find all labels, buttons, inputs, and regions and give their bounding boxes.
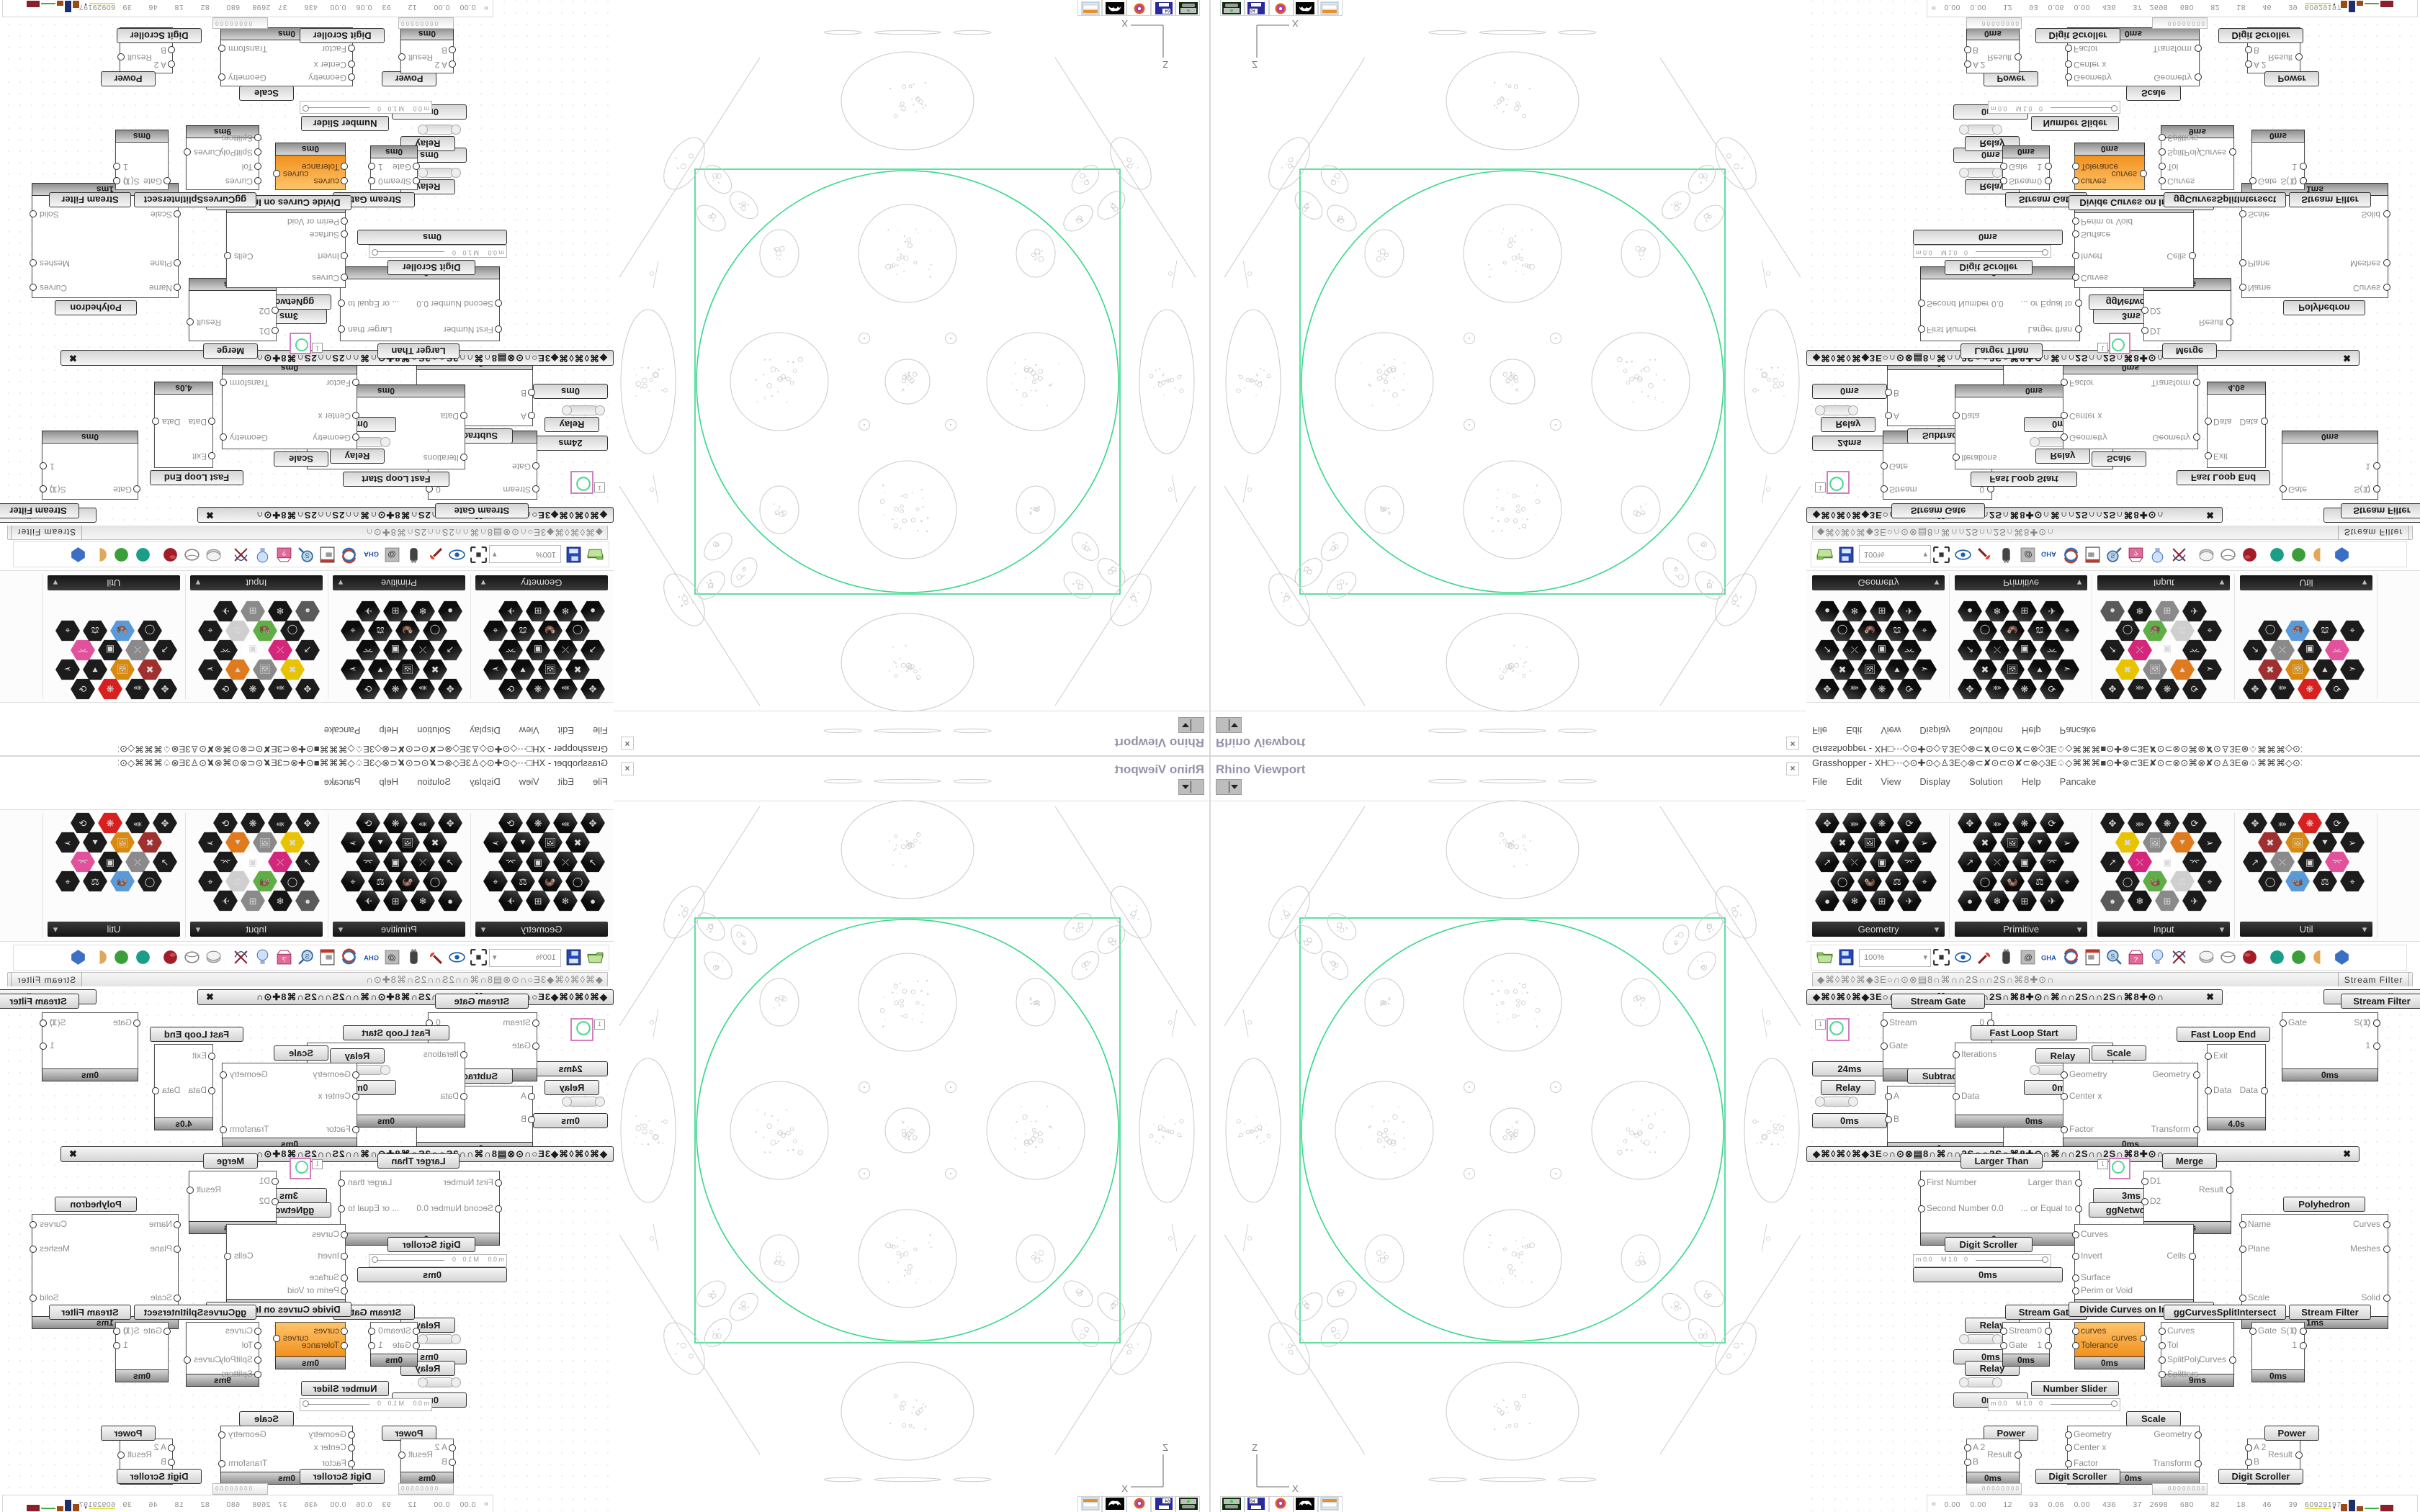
svg-text:?: ? <box>282 956 287 964</box>
svg-text:GHA: GHA <box>2041 550 2056 557</box>
svg-text:@: @ <box>2024 549 2033 558</box>
svg-text:GHA: GHA <box>364 955 379 962</box>
svg-text:@: @ <box>387 549 396 558</box>
svg-text:S: S <box>2110 953 2115 960</box>
svg-text:GHA: GHA <box>2041 955 2056 962</box>
svg-text:S: S <box>305 552 309 559</box>
svg-text:Z: Z <box>1162 59 1168 70</box>
svg-text:S: S <box>2110 552 2115 559</box>
svg-text:64: 64 <box>1250 1500 1255 1504</box>
svg-text:X: X <box>1292 18 1299 29</box>
svg-text:@: @ <box>387 954 396 963</box>
svg-text:?: ? <box>2133 956 2138 964</box>
svg-text:X: X <box>1121 1483 1128 1494</box>
svg-text:Z: Z <box>1162 1442 1168 1453</box>
svg-text:X: X <box>1292 1483 1299 1494</box>
svg-text:Z: Z <box>1252 59 1258 70</box>
svg-text:64: 64 <box>1250 8 1255 12</box>
svg-text:64: 64 <box>1165 8 1170 12</box>
svg-text:?: ? <box>2133 548 2138 556</box>
svg-text:Z: Z <box>1252 1442 1258 1453</box>
svg-text:?: ? <box>282 548 287 556</box>
svg-text:X: X <box>1121 18 1128 29</box>
svg-text:S: S <box>305 953 309 960</box>
svg-text:64: 64 <box>1165 1500 1170 1504</box>
svg-text:GHA: GHA <box>364 550 379 557</box>
svg-text:@: @ <box>2024 954 2033 963</box>
